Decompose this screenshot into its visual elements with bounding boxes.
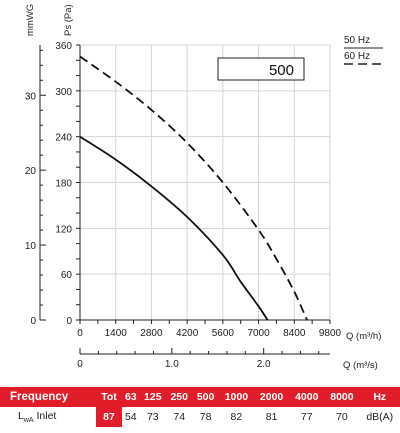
value-4000: 77 <box>289 407 325 427</box>
y2-tick-label: 20 <box>25 166 37 177</box>
y2-tick-label: 0 <box>30 316 36 327</box>
hz-unit: Hz <box>359 387 400 407</box>
value-250: 74 <box>166 407 193 427</box>
x-tick-label: 5600 <box>212 328 235 339</box>
x2-tick-label: 2.0 <box>257 359 271 370</box>
y2-tick-label: 10 <box>25 241 37 252</box>
x-tick-label: 1400 <box>105 328 128 339</box>
x-tick-label: 8400 <box>283 328 306 339</box>
y2-axis-title: mmWG <box>25 4 36 36</box>
curve-60hz <box>79 55 308 321</box>
curves <box>79 55 308 321</box>
ticks <box>40 44 331 354</box>
x-tick-label: 9800 <box>319 328 342 339</box>
y-tick-label: 60 <box>61 270 73 281</box>
x-tick-label: 7000 <box>247 328 270 339</box>
band-2000: 2000 <box>253 387 290 407</box>
model-box-frame <box>217 57 305 81</box>
curve-50hz <box>79 135 269 321</box>
y-tick-label: 240 <box>55 133 72 144</box>
legend-entry-60hz: 60 Hz <box>344 51 370 62</box>
dba-unit: dB(A) <box>359 407 400 427</box>
x2-tick-label: 1.0 <box>165 359 179 370</box>
x2-axis-title: Q (m³/s) <box>343 360 378 371</box>
band-1000: 1000 <box>218 387 254 407</box>
y-tick-label: 360 <box>55 41 72 52</box>
band-4000: 4000 <box>289 387 325 407</box>
sound-power-table: Frequency Tot 63 125 250 500 1000 2000 4… <box>0 387 400 427</box>
x2-tick-label: 0 <box>77 359 83 370</box>
band-125: 125 <box>139 387 166 407</box>
tot-value: 87 <box>96 407 122 427</box>
x-tick-label: 0 <box>77 328 83 339</box>
axes <box>39 45 330 355</box>
x-axis-title: Q (m³/h) <box>346 331 381 342</box>
legend-entry-50hz: 50 Hz <box>344 35 370 46</box>
y2-tick-label: 30 <box>25 91 37 102</box>
value-125: 73 <box>139 407 166 427</box>
value-500: 78 <box>192 407 219 427</box>
band-500: 500 <box>192 387 219 407</box>
model-label: 500 <box>269 62 294 79</box>
band-63: 63 <box>122 387 140 407</box>
value-1000: 82 <box>218 407 254 427</box>
y-tick-label: 120 <box>55 224 72 235</box>
lwa-inlet-label: LwA Inlet <box>0 407 96 427</box>
tot-header: Tot <box>96 387 122 407</box>
y-tick-label: 300 <box>55 87 72 98</box>
value-2000: 81 <box>253 407 290 427</box>
grid <box>80 44 331 320</box>
model-box: 500 <box>217 57 305 81</box>
y-tick-label: 0 <box>66 316 72 327</box>
tick-labels: 0 1400 2800 4200 5600 7000 8400 9800 0 60 120 180 24… <box>25 41 342 370</box>
sound-table-values: LwA Inlet 87 54 73 74 78 82 81 77 70 dB(… <box>0 407 400 427</box>
legend: 50 Hz 60 Hz <box>344 35 383 65</box>
y-tick-label: 180 <box>55 179 72 190</box>
frequency-title: Frequency <box>0 387 96 407</box>
x-tick-label: 4200 <box>176 328 199 339</box>
y-axis-title: Ps (Pa) <box>63 4 74 36</box>
band-8000: 8000 <box>324 387 360 407</box>
band-250: 250 <box>166 387 193 407</box>
x-tick-label: 2800 <box>140 328 163 339</box>
fan-curve-chart: 0 1400 2800 4200 5600 7000 8400 9800 0 60 120 180 24… <box>25 4 383 371</box>
sound-table-header: Frequency Tot 63 125 250 500 1000 2000 4… <box>0 387 400 407</box>
value-8000: 70 <box>324 407 360 427</box>
value-63: 54 <box>122 407 140 427</box>
